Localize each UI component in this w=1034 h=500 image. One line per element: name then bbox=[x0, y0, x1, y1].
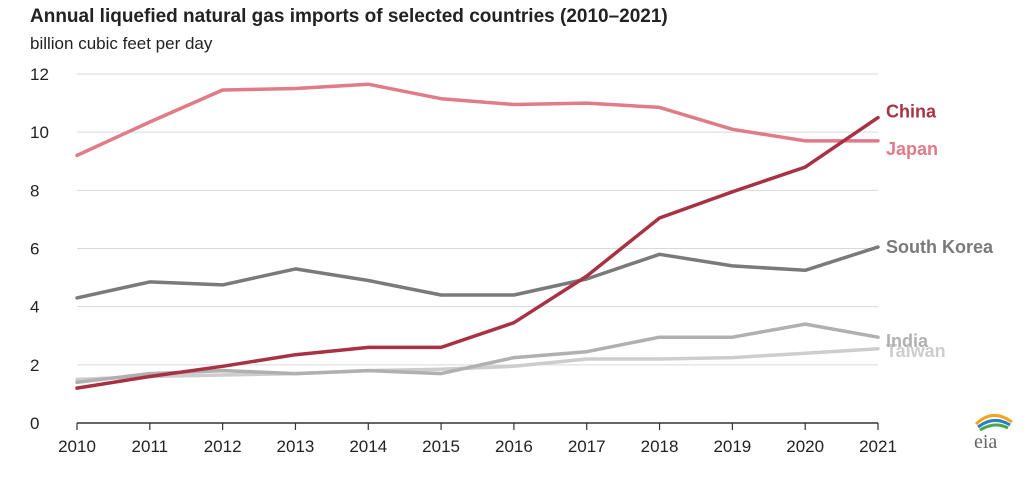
grid-layer bbox=[77, 73, 878, 366]
series-label-india: India bbox=[886, 331, 929, 351]
axis-layer: 0 2 4 6 8 10 12 2010 2011 2012 2013 2014 2015 2016 201… bbox=[30, 65, 897, 456]
eia-logo: eia bbox=[974, 414, 1013, 453]
x-tick-label: 2018 bbox=[641, 437, 679, 456]
x-tick-label: 2010 bbox=[58, 437, 96, 456]
eia-logo-text: eia bbox=[974, 431, 997, 453]
chart-title: Annual liquefied natural gas imports of … bbox=[30, 6, 668, 27]
series-line-south-korea bbox=[75, 245, 880, 300]
x-tick-label: 2016 bbox=[495, 437, 533, 456]
y-tick-label: 8 bbox=[30, 181, 39, 200]
y-tick-label: 4 bbox=[30, 298, 39, 317]
x-tick-label: 2014 bbox=[349, 437, 387, 456]
y-tick-label: 10 bbox=[30, 123, 49, 142]
x-tick-label: 2021 bbox=[859, 437, 897, 456]
series-label-taiwan: Taiwan bbox=[886, 341, 946, 361]
chart-subtitle: billion cubic feet per day bbox=[30, 34, 213, 53]
y-tick-label: 2 bbox=[30, 356, 39, 375]
x-tick-label: 2015 bbox=[422, 437, 460, 456]
series-line-japan bbox=[75, 82, 880, 158]
x-tick-label: 2019 bbox=[713, 437, 751, 456]
x-tick-label: 2012 bbox=[204, 437, 242, 456]
x-tick-label: 2013 bbox=[277, 437, 315, 456]
series-label-south-korea: South Korea bbox=[886, 237, 994, 257]
y-tick-label: 0 bbox=[30, 414, 39, 433]
x-tick-label: 2020 bbox=[786, 437, 824, 456]
series-line-india bbox=[75, 322, 880, 385]
x-tick-label: 2017 bbox=[568, 437, 606, 456]
x-tick-label: 2011 bbox=[132, 437, 169, 456]
series-line-taiwan bbox=[75, 347, 880, 382]
series-line-china bbox=[75, 115, 880, 390]
series-layer bbox=[75, 82, 880, 390]
series-label-japan: Japan bbox=[886, 139, 938, 159]
y-tick-label: 6 bbox=[30, 240, 39, 259]
y-tick-label: 12 bbox=[30, 65, 49, 84]
series-label-china: China bbox=[886, 102, 937, 122]
